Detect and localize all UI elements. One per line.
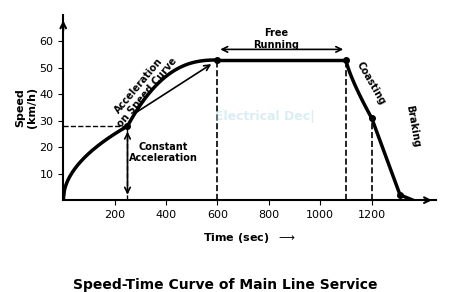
Text: Acceleration
on Speed Curve: Acceleration on Speed Curve — [107, 49, 179, 129]
Text: Electrical Dec|: Electrical Dec| — [215, 110, 314, 123]
Text: Time (sec)  $\longrightarrow$: Time (sec) $\longrightarrow$ — [203, 231, 296, 245]
Y-axis label: Speed
(km/h): Speed (km/h) — [15, 87, 37, 128]
Text: Constant
Acceleration: Constant Acceleration — [129, 142, 198, 163]
Text: Speed-Time Curve of Main Line Service: Speed-Time Curve of Main Line Service — [73, 278, 378, 292]
Text: Coasting: Coasting — [354, 60, 387, 107]
Text: Free
Running: Free Running — [253, 28, 299, 50]
Text: Braking: Braking — [404, 104, 422, 148]
